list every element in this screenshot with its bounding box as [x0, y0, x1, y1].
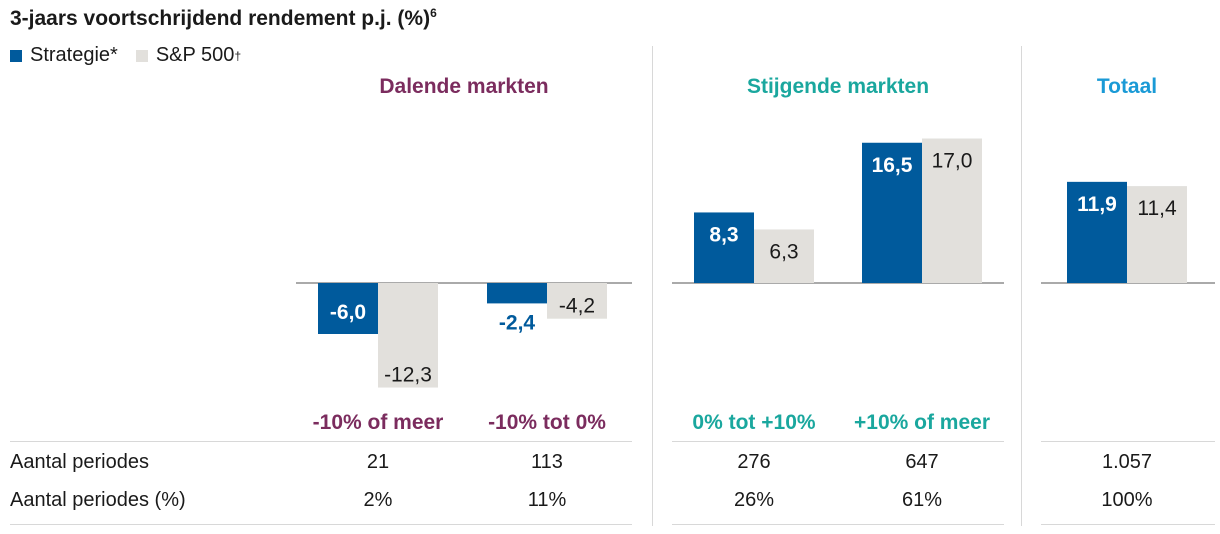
value-label-sp500-2: -4,2: [559, 295, 595, 318]
title-footnote: 6: [430, 6, 437, 20]
chart-title: 3-jaars voortschrijdend rendement p.j. (…: [10, 6, 437, 30]
category-label-3: 0% tot +10%: [692, 411, 815, 434]
table-cell: 2%: [363, 489, 393, 511]
value-label-strategie-2: -2,4: [499, 311, 536, 334]
bar-sp500-5: [1127, 186, 1187, 283]
bar-sp500-4: [922, 138, 982, 283]
group-header-1: Dalende markten: [379, 75, 548, 98]
bar-strategie-4: [862, 142, 922, 283]
divider-1: [652, 46, 653, 526]
group-header-3: Totaal: [1097, 75, 1157, 98]
table-line-top-1: [10, 441, 632, 442]
bar-sp500-2: [547, 283, 607, 319]
bar-strategie-5: [1067, 181, 1127, 283]
value-label-sp500-5: 11,4: [1137, 197, 1177, 220]
category-label-4: +10% of meer: [854, 411, 990, 434]
category-label-1: -10% of meer: [313, 411, 444, 434]
group-header-2: Stijgende markten: [747, 75, 929, 98]
table-line-top-3: [1041, 441, 1215, 442]
bar-sp500-3: [754, 229, 814, 283]
row-label-count: Aantal periodes: [10, 451, 149, 473]
legend-label-strategie: Strategie*: [30, 44, 118, 66]
category-label-2: -10% tot 0%: [488, 411, 606, 434]
table-cell: 61%: [901, 489, 943, 511]
table-cell: 26%: [733, 489, 775, 511]
legend-swatch-strategie: [10, 49, 22, 62]
legend-item-sp500: S&P 500 †: [135, 44, 242, 67]
table-line-bottom-2: [672, 524, 1004, 525]
table-cell: 21: [366, 451, 390, 473]
bar-strategie-2: [487, 283, 547, 304]
row-label-percent: Aantal periodes (%): [10, 489, 186, 511]
table-cell: 276: [737, 451, 771, 473]
value-label-strategie-3: 8,3: [709, 223, 738, 246]
table-cell: 1.057: [1101, 451, 1153, 473]
table-cell: 11%: [527, 489, 567, 511]
legend-label-sp500: S&P 500: [155, 44, 235, 66]
table-line-top-2: [672, 441, 1004, 442]
table-cell: 100%: [1101, 489, 1153, 511]
value-label-sp500-3: 6,3: [769, 240, 798, 263]
divider-2: [1021, 46, 1022, 526]
value-label-strategie-1: -6,0: [330, 301, 366, 324]
legend-footnote-sp500: †: [234, 48, 242, 63]
legend-item-strategie: Strategie*: [10, 44, 118, 67]
value-label-strategie-5: 11,9: [1077, 193, 1117, 216]
table-line-bottom-1: [10, 524, 632, 525]
value-label-sp500-4: 17,0: [932, 150, 973, 173]
value-label-sp500-1: -12,3: [384, 364, 432, 387]
bar-sp500-1: [378, 283, 438, 388]
legend-swatch-sp500: [135, 49, 148, 62]
table-cell: 113: [531, 451, 563, 473]
table-line-bottom-3: [1041, 524, 1215, 525]
value-label-strategie-4: 16,5: [872, 154, 913, 177]
bar-strategie-1: [318, 283, 378, 334]
legend: Strategie* S&P 500 †: [10, 44, 259, 67]
table-cell: 647: [905, 451, 939, 473]
bar-strategie-3: [694, 212, 754, 283]
